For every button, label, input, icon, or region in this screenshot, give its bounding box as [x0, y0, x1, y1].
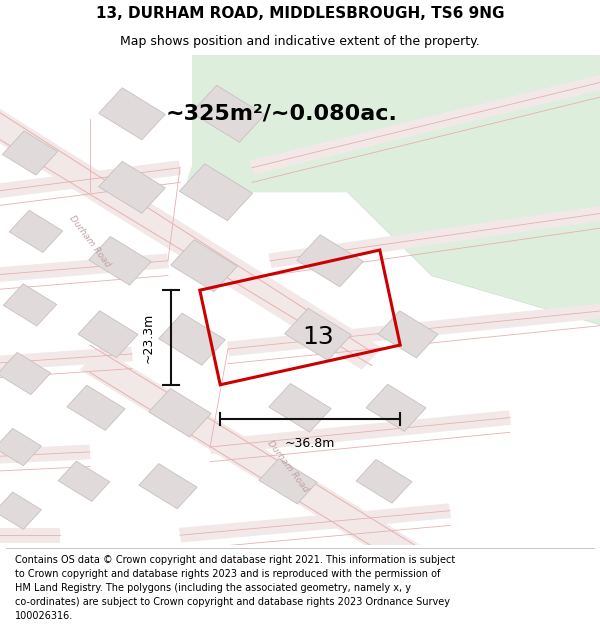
Text: 13: 13	[302, 325, 334, 349]
Polygon shape	[378, 311, 438, 358]
Polygon shape	[179, 503, 451, 542]
Text: ~23.3m: ~23.3m	[142, 312, 155, 362]
Polygon shape	[0, 347, 133, 371]
Polygon shape	[268, 204, 600, 268]
Polygon shape	[78, 311, 138, 358]
Polygon shape	[356, 459, 412, 503]
Text: ~325m²/~0.080ac.: ~325m²/~0.080ac.	[166, 104, 398, 124]
Polygon shape	[0, 492, 41, 529]
Polygon shape	[0, 528, 60, 542]
Polygon shape	[186, 55, 600, 324]
Polygon shape	[330, 55, 600, 324]
Polygon shape	[9, 211, 63, 252]
Polygon shape	[366, 384, 426, 431]
Polygon shape	[0, 428, 41, 466]
Polygon shape	[99, 161, 165, 213]
Polygon shape	[259, 459, 317, 504]
Polygon shape	[0, 254, 169, 283]
Polygon shape	[89, 236, 151, 285]
Polygon shape	[191, 86, 265, 142]
Polygon shape	[99, 88, 165, 140]
Polygon shape	[3, 284, 57, 326]
Polygon shape	[58, 461, 110, 501]
Polygon shape	[171, 240, 237, 292]
Polygon shape	[0, 161, 181, 199]
Polygon shape	[0, 352, 51, 394]
Polygon shape	[2, 131, 58, 175]
Text: Durham Road: Durham Road	[266, 439, 310, 494]
Polygon shape	[149, 388, 211, 437]
Polygon shape	[80, 348, 442, 581]
Text: co-ordinates) are subject to Crown copyright and database rights 2023 Ordnance S: co-ordinates) are subject to Crown copyr…	[15, 597, 450, 607]
Polygon shape	[297, 235, 363, 287]
Polygon shape	[250, 72, 600, 175]
Text: Map shows position and indicative extent of the property.: Map shows position and indicative extent…	[120, 35, 480, 48]
Polygon shape	[139, 464, 197, 509]
Polygon shape	[67, 385, 125, 431]
Polygon shape	[159, 313, 225, 365]
Text: Durham Road: Durham Road	[68, 214, 112, 269]
Polygon shape	[0, 444, 91, 464]
Text: Contains OS data © Crown copyright and database right 2021. This information is : Contains OS data © Crown copyright and d…	[15, 554, 455, 564]
Polygon shape	[269, 384, 331, 432]
Polygon shape	[227, 302, 600, 356]
Polygon shape	[285, 308, 351, 360]
Text: to Crown copyright and database rights 2023 and is reproduced with the permissio: to Crown copyright and database rights 2…	[15, 569, 440, 579]
Polygon shape	[209, 410, 511, 454]
Text: ~36.8m: ~36.8m	[285, 437, 335, 450]
Text: HM Land Registry. The polygons (including the associated geometry, namely x, y: HM Land Registry. The polygons (includin…	[15, 582, 411, 592]
Polygon shape	[0, 107, 382, 370]
Polygon shape	[179, 164, 253, 221]
Text: 13, DURHAM ROAD, MIDDLESBROUGH, TS6 9NG: 13, DURHAM ROAD, MIDDLESBROUGH, TS6 9NG	[96, 6, 504, 21]
Text: 100026316.: 100026316.	[15, 611, 73, 621]
